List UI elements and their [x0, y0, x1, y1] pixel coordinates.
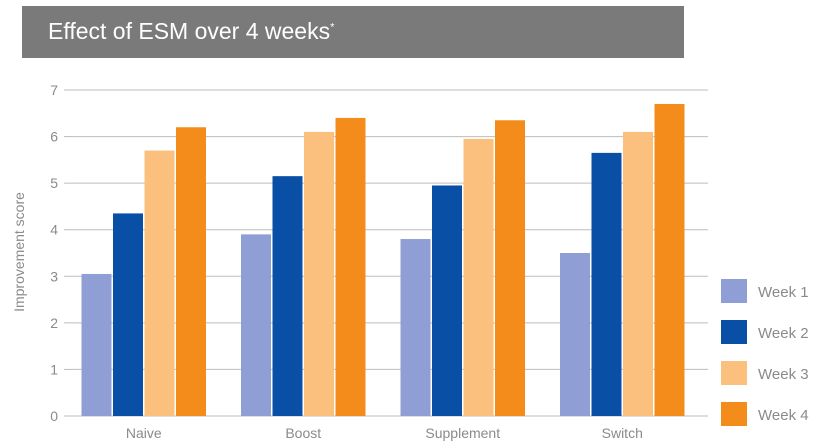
- bar-switch-week-1: [560, 253, 590, 416]
- y-tick-label: 4: [50, 222, 58, 238]
- legend-swatch: [721, 402, 747, 426]
- bar-boost-week-2: [272, 176, 303, 416]
- x-axis-ticks: Naive Boost Supplement Switch: [126, 425, 643, 441]
- bar-supplement-week-2: [432, 185, 462, 416]
- bar-boost-week-4: [335, 117, 366, 416]
- bars: [81, 103, 685, 417]
- bar-supplement-week-1: [400, 239, 431, 416]
- bar-supplement-week-4: [495, 120, 525, 417]
- y-tick-label: 5: [50, 175, 58, 191]
- bar-naive-week-1: [81, 273, 112, 416]
- legend-swatch: [721, 320, 747, 344]
- bar-naive-week-4: [176, 127, 206, 416]
- bar-supplement-week-3: [463, 138, 494, 416]
- legend-label: Week 3: [758, 366, 809, 383]
- legend-label: Week 2: [758, 325, 809, 342]
- legend-swatch: [721, 279, 747, 303]
- y-tick-label: 3: [50, 268, 58, 284]
- bar-naive-week-3: [144, 150, 175, 417]
- legend-label: Week 4: [758, 407, 809, 424]
- legend-swatch: [721, 361, 747, 385]
- bar-switch-week-3: [623, 131, 653, 416]
- bar-switch-week-2: [591, 152, 622, 416]
- x-tick-label: Naive: [126, 425, 162, 441]
- title-footnote-mark: *: [330, 21, 335, 34]
- y-tick-label: 6: [50, 129, 58, 145]
- legend: Week 1 Week 2 Week 3 Week 4: [721, 279, 809, 426]
- chart-title-text: Effect of ESM over 4 weeks: [48, 18, 331, 44]
- legend-label: Week 1: [758, 284, 809, 301]
- y-tick-label: 0: [50, 408, 58, 424]
- bar-switch-week-4: [654, 103, 685, 416]
- y-tick-label: 2: [50, 315, 58, 331]
- y-tick-label: 1: [50, 361, 58, 377]
- x-tick-label: Supplement: [425, 425, 500, 441]
- bar-naive-week-2: [113, 213, 143, 416]
- y-axis-label: Improvement score: [11, 192, 27, 312]
- chart-title: Effect of ESM over 4 weeks*: [48, 18, 334, 45]
- y-axis-ticks: 0 1 2 3 4 5 6 7: [50, 82, 58, 424]
- x-tick-label: Switch: [602, 425, 643, 441]
- title-bar: Effect of ESM over 4 weeks*: [22, 6, 684, 58]
- bar-boost-week-3: [304, 131, 334, 416]
- x-tick-label: Boost: [285, 425, 321, 441]
- bar-boost-week-1: [241, 234, 271, 416]
- y-tick-label: 7: [50, 82, 58, 98]
